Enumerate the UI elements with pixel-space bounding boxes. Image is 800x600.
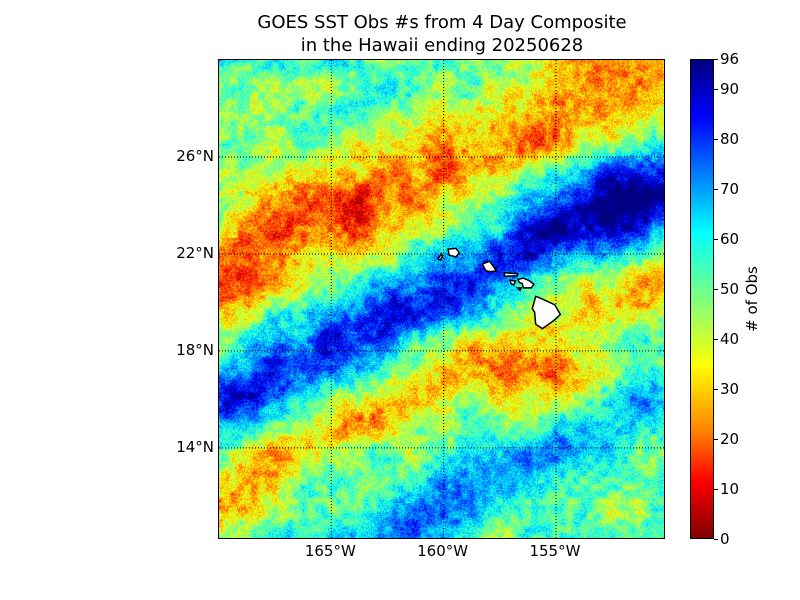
longitude-label: 165°W: [304, 542, 356, 560]
colorbar-tick-label: 60: [720, 230, 740, 248]
longitude-label: 155°W: [529, 542, 581, 560]
island-molokai: [503, 271, 519, 277]
latitude-label: 14°N: [176, 437, 214, 456]
colorbar-tick-mark: [714, 389, 718, 390]
longitude-label: 160°W: [417, 542, 469, 560]
colorbar-tick-mark: [714, 339, 718, 340]
colorbar-tick-label: 90: [720, 80, 740, 98]
colorbar-tick-label: 96: [720, 50, 740, 68]
colorbar-tick-mark: [714, 59, 718, 60]
colorbar-tick-mark: [714, 439, 718, 440]
colorbar-tick-label: 0: [720, 530, 730, 548]
latitude-label: 18°N: [176, 340, 214, 359]
island-hawaii: [531, 295, 562, 330]
island-kauai: [447, 247, 461, 258]
colorbar-tick-label: 50: [720, 280, 740, 298]
colorbar-tick-mark: [714, 289, 718, 290]
colorbar-tick-label: 40: [720, 330, 740, 348]
island-niihau: [436, 252, 444, 261]
island-maui: [516, 277, 535, 289]
colorbar-tick-mark: [714, 489, 718, 490]
colorbar-tick-mark: [714, 139, 718, 140]
obs-count-field: [219, 60, 664, 538]
island-lanai: [508, 279, 517, 287]
colorbar-label: # of Obs: [743, 266, 761, 332]
colorbar-tick-label: 20: [720, 430, 740, 448]
colorbar-tick-mark: [714, 239, 718, 240]
map-title-line-1: GOES SST Obs #s from 4 Day Composite: [257, 12, 627, 33]
island-kahoolawe: [515, 287, 523, 292]
colorbar-tick-label: 70: [720, 180, 740, 198]
latitude-label: 26°N: [176, 146, 214, 165]
colorbar-tick-mark: [714, 89, 718, 90]
island-oahu: [481, 260, 498, 273]
colorbar-tick-mark: [714, 539, 718, 540]
colorbar-tick-mark: [714, 189, 718, 190]
colorbar-tick-label: 80: [720, 130, 740, 148]
map-title-line-2: in the Hawaii ending 20250628: [300, 35, 584, 56]
latitude-label: 22°N: [176, 243, 214, 262]
map-overlay: [219, 60, 664, 538]
sst-obs-map: [218, 59, 665, 539]
colorbar: [690, 59, 714, 539]
colorbar-tick-label: 30: [720, 380, 740, 398]
colorbar-tick-label: 10: [720, 480, 740, 498]
